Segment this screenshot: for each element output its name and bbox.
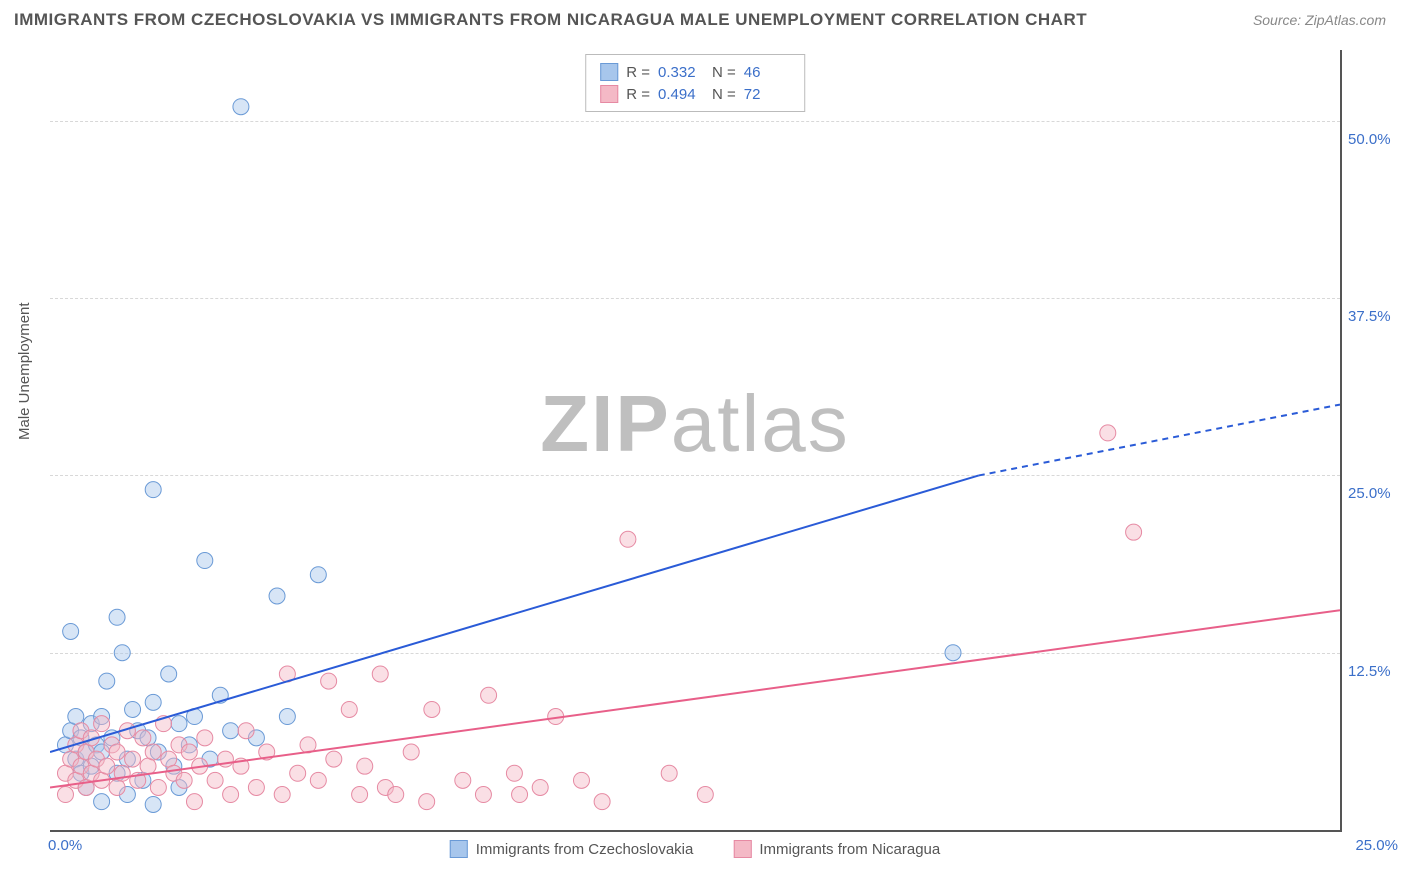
data-point — [357, 758, 373, 774]
data-point — [532, 779, 548, 795]
data-point — [506, 765, 522, 781]
data-point — [945, 645, 961, 661]
y-tick-label: 25.0% — [1348, 485, 1398, 502]
data-point — [63, 623, 79, 639]
x-tick-label: 25.0% — [1355, 837, 1398, 854]
data-point — [181, 744, 197, 760]
data-point — [326, 751, 342, 767]
legend-row-czech: R = 0.332 N = 46 — [600, 61, 790, 83]
data-point — [109, 744, 125, 760]
x-tick-label: 0.0% — [48, 837, 82, 854]
data-point — [388, 787, 404, 803]
data-point — [1126, 524, 1142, 540]
data-point — [125, 701, 141, 717]
data-point — [419, 794, 435, 810]
chart-plot-area: ZIPatlas R = 0.332 N = 46 R = 0.494 N = … — [50, 50, 1342, 832]
data-point — [171, 716, 187, 732]
data-point — [233, 99, 249, 115]
scatter-svg — [50, 50, 1340, 830]
legend-row-nicaragua: R = 0.494 N = 72 — [600, 83, 790, 105]
data-point — [352, 787, 368, 803]
data-point — [161, 751, 177, 767]
swatch-nicaragua — [600, 85, 618, 103]
data-point — [197, 730, 213, 746]
data-point — [594, 794, 610, 810]
swatch-czech-bottom — [450, 840, 468, 858]
data-point — [310, 567, 326, 583]
data-point — [403, 744, 419, 760]
data-point — [57, 787, 73, 803]
data-point — [238, 723, 254, 739]
data-point — [145, 482, 161, 498]
data-point — [310, 772, 326, 788]
data-point — [114, 645, 130, 661]
data-point — [372, 666, 388, 682]
y-tick-label: 50.0% — [1348, 131, 1398, 148]
data-point — [279, 709, 295, 725]
data-point — [150, 779, 166, 795]
data-point — [248, 779, 264, 795]
y-axis-label: Male Unemployment — [16, 302, 33, 440]
data-point — [94, 716, 110, 732]
data-point — [197, 553, 213, 569]
data-point — [341, 701, 357, 717]
data-point — [176, 772, 192, 788]
legend-item-nicaragua: Immigrants from Nicaragua — [733, 840, 940, 858]
data-point — [68, 709, 84, 725]
data-point — [661, 765, 677, 781]
data-point — [99, 758, 115, 774]
data-point — [223, 787, 239, 803]
swatch-czech — [600, 63, 618, 81]
series-legend: Immigrants from Czechoslovakia Immigrant… — [450, 840, 940, 858]
data-point — [125, 751, 141, 767]
data-point — [274, 787, 290, 803]
data-point — [223, 723, 239, 739]
data-point — [321, 673, 337, 689]
data-point — [145, 694, 161, 710]
chart-title: IMMIGRANTS FROM CZECHOSLOVAKIA VS IMMIGR… — [14, 10, 1087, 30]
data-point — [573, 772, 589, 788]
data-point — [99, 673, 115, 689]
data-point — [145, 744, 161, 760]
correlation-legend: R = 0.332 N = 46 R = 0.494 N = 72 — [585, 54, 805, 112]
source-attribution: Source: ZipAtlas.com — [1253, 12, 1386, 28]
data-point — [161, 666, 177, 682]
data-point — [269, 588, 285, 604]
swatch-nicaragua-bottom — [733, 840, 751, 858]
regression-line — [50, 475, 979, 752]
data-point — [145, 796, 161, 812]
data-point — [481, 687, 497, 703]
data-point — [424, 701, 440, 717]
data-point — [1100, 425, 1116, 441]
data-point — [135, 730, 151, 746]
data-point — [512, 787, 528, 803]
data-point — [290, 765, 306, 781]
data-point — [109, 779, 125, 795]
data-point — [186, 794, 202, 810]
data-point — [94, 794, 110, 810]
data-point — [207, 772, 223, 788]
data-point — [697, 787, 713, 803]
data-point — [455, 772, 471, 788]
regression-line — [50, 610, 1340, 787]
data-point — [140, 758, 156, 774]
regression-line-extrapolated — [979, 405, 1340, 476]
data-point — [475, 787, 491, 803]
y-tick-label: 12.5% — [1348, 663, 1398, 680]
y-tick-label: 37.5% — [1348, 308, 1398, 325]
data-point — [620, 531, 636, 547]
legend-item-czech: Immigrants from Czechoslovakia — [450, 840, 694, 858]
data-point — [109, 609, 125, 625]
